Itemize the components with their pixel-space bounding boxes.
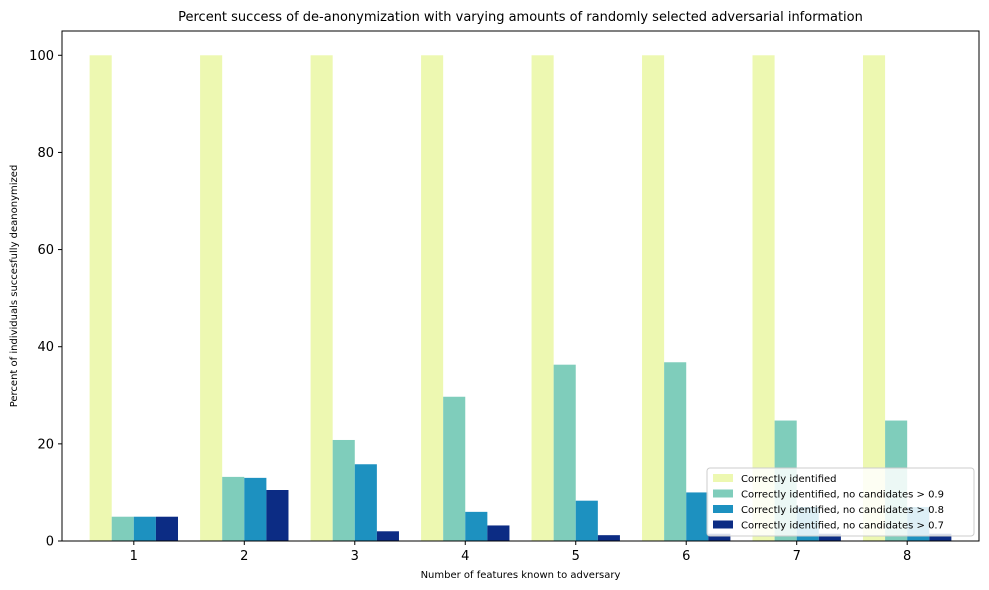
bar-series1-5 — [531, 55, 554, 542]
plot-frame — [61, 30, 980, 542]
bar-series4-4 — [487, 525, 510, 541]
legend-entry-label: Correctly identified — [741, 474, 837, 485]
x-tick-label: 4 — [461, 549, 469, 564]
legend-swatch — [713, 520, 733, 529]
bar-series3-1 — [133, 516, 156, 541]
bar-series4-6 — [708, 533, 731, 541]
bar-series3-5 — [575, 500, 598, 541]
y-tick-label: 60 — [37, 243, 54, 258]
bar-series1-2 — [200, 55, 223, 542]
bar-series4-2 — [266, 490, 289, 541]
x-tick-label: 2 — [240, 549, 248, 564]
bar-series2-2 — [222, 476, 245, 541]
y-tick-label: 0 — [46, 535, 54, 550]
bar-series2-3 — [332, 439, 355, 541]
bar-series2-6 — [664, 362, 687, 541]
legend-swatch — [713, 505, 733, 513]
legend-box — [706, 467, 975, 537]
bar-series2-1 — [111, 516, 134, 541]
bar-series2-5 — [553, 364, 576, 541]
y-axis: 0 20 40 60 80 100 — [29, 49, 62, 550]
bar-series1-3 — [310, 55, 333, 542]
bar-series3-6 — [686, 492, 709, 541]
x-tick-label: 7 — [793, 549, 801, 564]
x-tick-label: 5 — [572, 549, 580, 564]
bar-series1-8 — [862, 55, 886, 542]
chart-title: Percent success of de-anonymization with… — [178, 10, 863, 25]
x-tick-label: 6 — [682, 549, 690, 564]
legend-swatch — [713, 489, 733, 498]
y-axis-label: Percent of individuals succesfully deano… — [9, 165, 20, 408]
legend-entry-label: Correctly identified, no candidates > 0.… — [741, 505, 944, 516]
x-axis: 1 2 3 4 5 6 7 8 — [130, 541, 911, 564]
bar-series3-4 — [465, 511, 488, 541]
x-axis-label: Number of features known to adversary — [421, 570, 621, 581]
bar-series1-6 — [642, 55, 665, 542]
bar-series2-4 — [443, 396, 466, 541]
bar-series1-4 — [421, 55, 444, 542]
bar-series4-5 — [597, 535, 620, 541]
bar-series4-1 — [155, 516, 179, 541]
bar-series3-3 — [354, 464, 377, 541]
bar-series1-1 — [89, 55, 112, 542]
y-tick-label: 40 — [37, 340, 54, 355]
legend-entry-label: Correctly identified, no candidates > 0.… — [741, 490, 944, 501]
bar-series4-8 — [929, 533, 952, 541]
bar-series4-7 — [818, 533, 841, 541]
y-tick-label: 80 — [37, 146, 54, 161]
bar-series3-2 — [244, 477, 267, 541]
legend-swatch — [713, 474, 733, 482]
bar-series1-7 — [752, 55, 775, 542]
x-tick-label: 3 — [351, 549, 359, 564]
legend-entry-label: Correctly identified, no candidates > 0.… — [741, 521, 944, 532]
y-tick-label: 100 — [29, 49, 54, 64]
x-tick-label: 8 — [903, 549, 911, 564]
bar-series4-3 — [376, 531, 399, 541]
y-tick-label: 20 — [37, 437, 54, 452]
legend: Correctly identified Correctly identified… — [706, 467, 975, 537]
x-tick-label: 1 — [130, 549, 138, 564]
